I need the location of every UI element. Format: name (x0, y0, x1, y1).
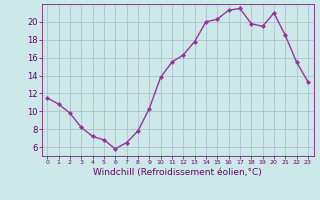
X-axis label: Windchill (Refroidissement éolien,°C): Windchill (Refroidissement éolien,°C) (93, 168, 262, 177)
